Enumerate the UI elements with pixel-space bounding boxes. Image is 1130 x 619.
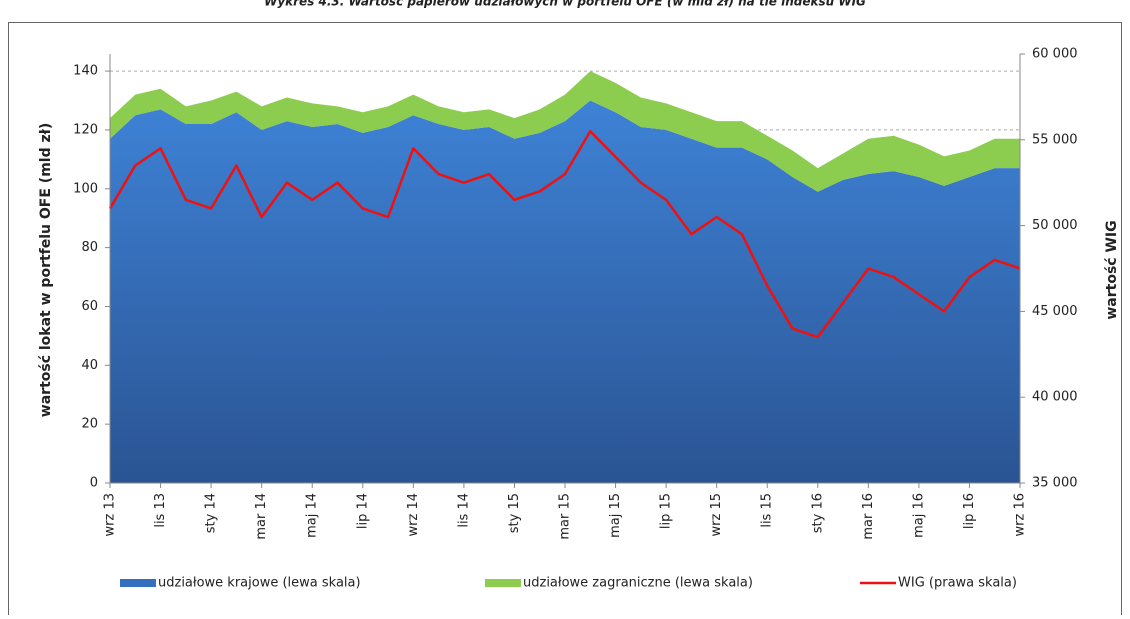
x-tick-label: sty 14: [204, 493, 219, 533]
y2-tick-label: 50 000: [1032, 218, 1078, 233]
y2-tick-label: 40 000: [1032, 390, 1078, 405]
legend-label: udziałowe krajowe (lewa skala): [158, 576, 361, 591]
area: [110, 71, 1020, 192]
x-tick-label: maj 16: [911, 493, 926, 538]
legend-swatch: [120, 579, 156, 587]
x-tick-label: wrz 13: [103, 493, 118, 536]
y2-axis-title: wartość WIG: [1104, 220, 1120, 319]
x-tick-label: lis 14: [456, 493, 471, 528]
plot-area: [108, 71, 1021, 483]
y-tick-label: 60: [81, 299, 98, 314]
x-tick-label: wrz 14: [406, 493, 421, 536]
x-tick-label: mar 16: [861, 493, 876, 540]
x-tick-label: mar 15: [558, 493, 573, 540]
x-tick-label: sty 15: [507, 493, 522, 533]
y-tick-label: 40: [81, 358, 98, 373]
y-tick-label: 120: [73, 122, 98, 137]
x-tick-label: lip 15: [659, 493, 674, 529]
axes: 0 20 40 60 80 100 120 140 35 000 40 000 45 000 50 0…: [73, 47, 1077, 540]
x-tick-label: maj 14: [305, 493, 320, 538]
x-tick-label: lis 13: [153, 493, 168, 528]
x-tick-label: sty 16: [810, 493, 825, 533]
x-tick-label: wrz 16: [1013, 493, 1028, 536]
y-tick-label: 0: [90, 476, 98, 491]
line: [108, 129, 1021, 339]
y2-tick-label: 35 000: [1032, 476, 1078, 491]
legend-swatch: [485, 579, 521, 587]
y2-tick-label: 55 000: [1032, 132, 1078, 147]
x-tick-label: maj 15: [608, 493, 623, 538]
y-tick-label: 100: [73, 181, 98, 196]
chart-title: Wykres 4.3. Wartość papierów udziałowych…: [264, 0, 866, 9]
x-tick-label: mar 14: [254, 493, 269, 540]
area: [110, 100, 1020, 483]
x-tick-label: wrz 15: [709, 493, 724, 536]
x-tick-label: lis 15: [760, 493, 775, 528]
legend-label: udziałowe zagraniczne (lewa skala): [523, 576, 753, 591]
y2-tick-label: 60 000: [1032, 47, 1078, 62]
chart-frame: [8, 22, 1122, 619]
y-axis-title: wartość lokat w portfelu OFE (mld zł): [38, 123, 54, 417]
y-tick-label: 80: [81, 240, 98, 255]
x-tick-label: lip 14: [355, 493, 370, 529]
legend-label: WIG (prawa skala): [898, 576, 1017, 591]
y-tick-label: 20: [81, 417, 98, 432]
x-tick-label: lip 16: [962, 493, 977, 529]
legend: udziałowe krajowe (lewa skala) udziałowe …: [120, 576, 1017, 591]
y-tick-label: 140: [73, 64, 98, 79]
y2-tick-label: 45 000: [1032, 304, 1078, 319]
